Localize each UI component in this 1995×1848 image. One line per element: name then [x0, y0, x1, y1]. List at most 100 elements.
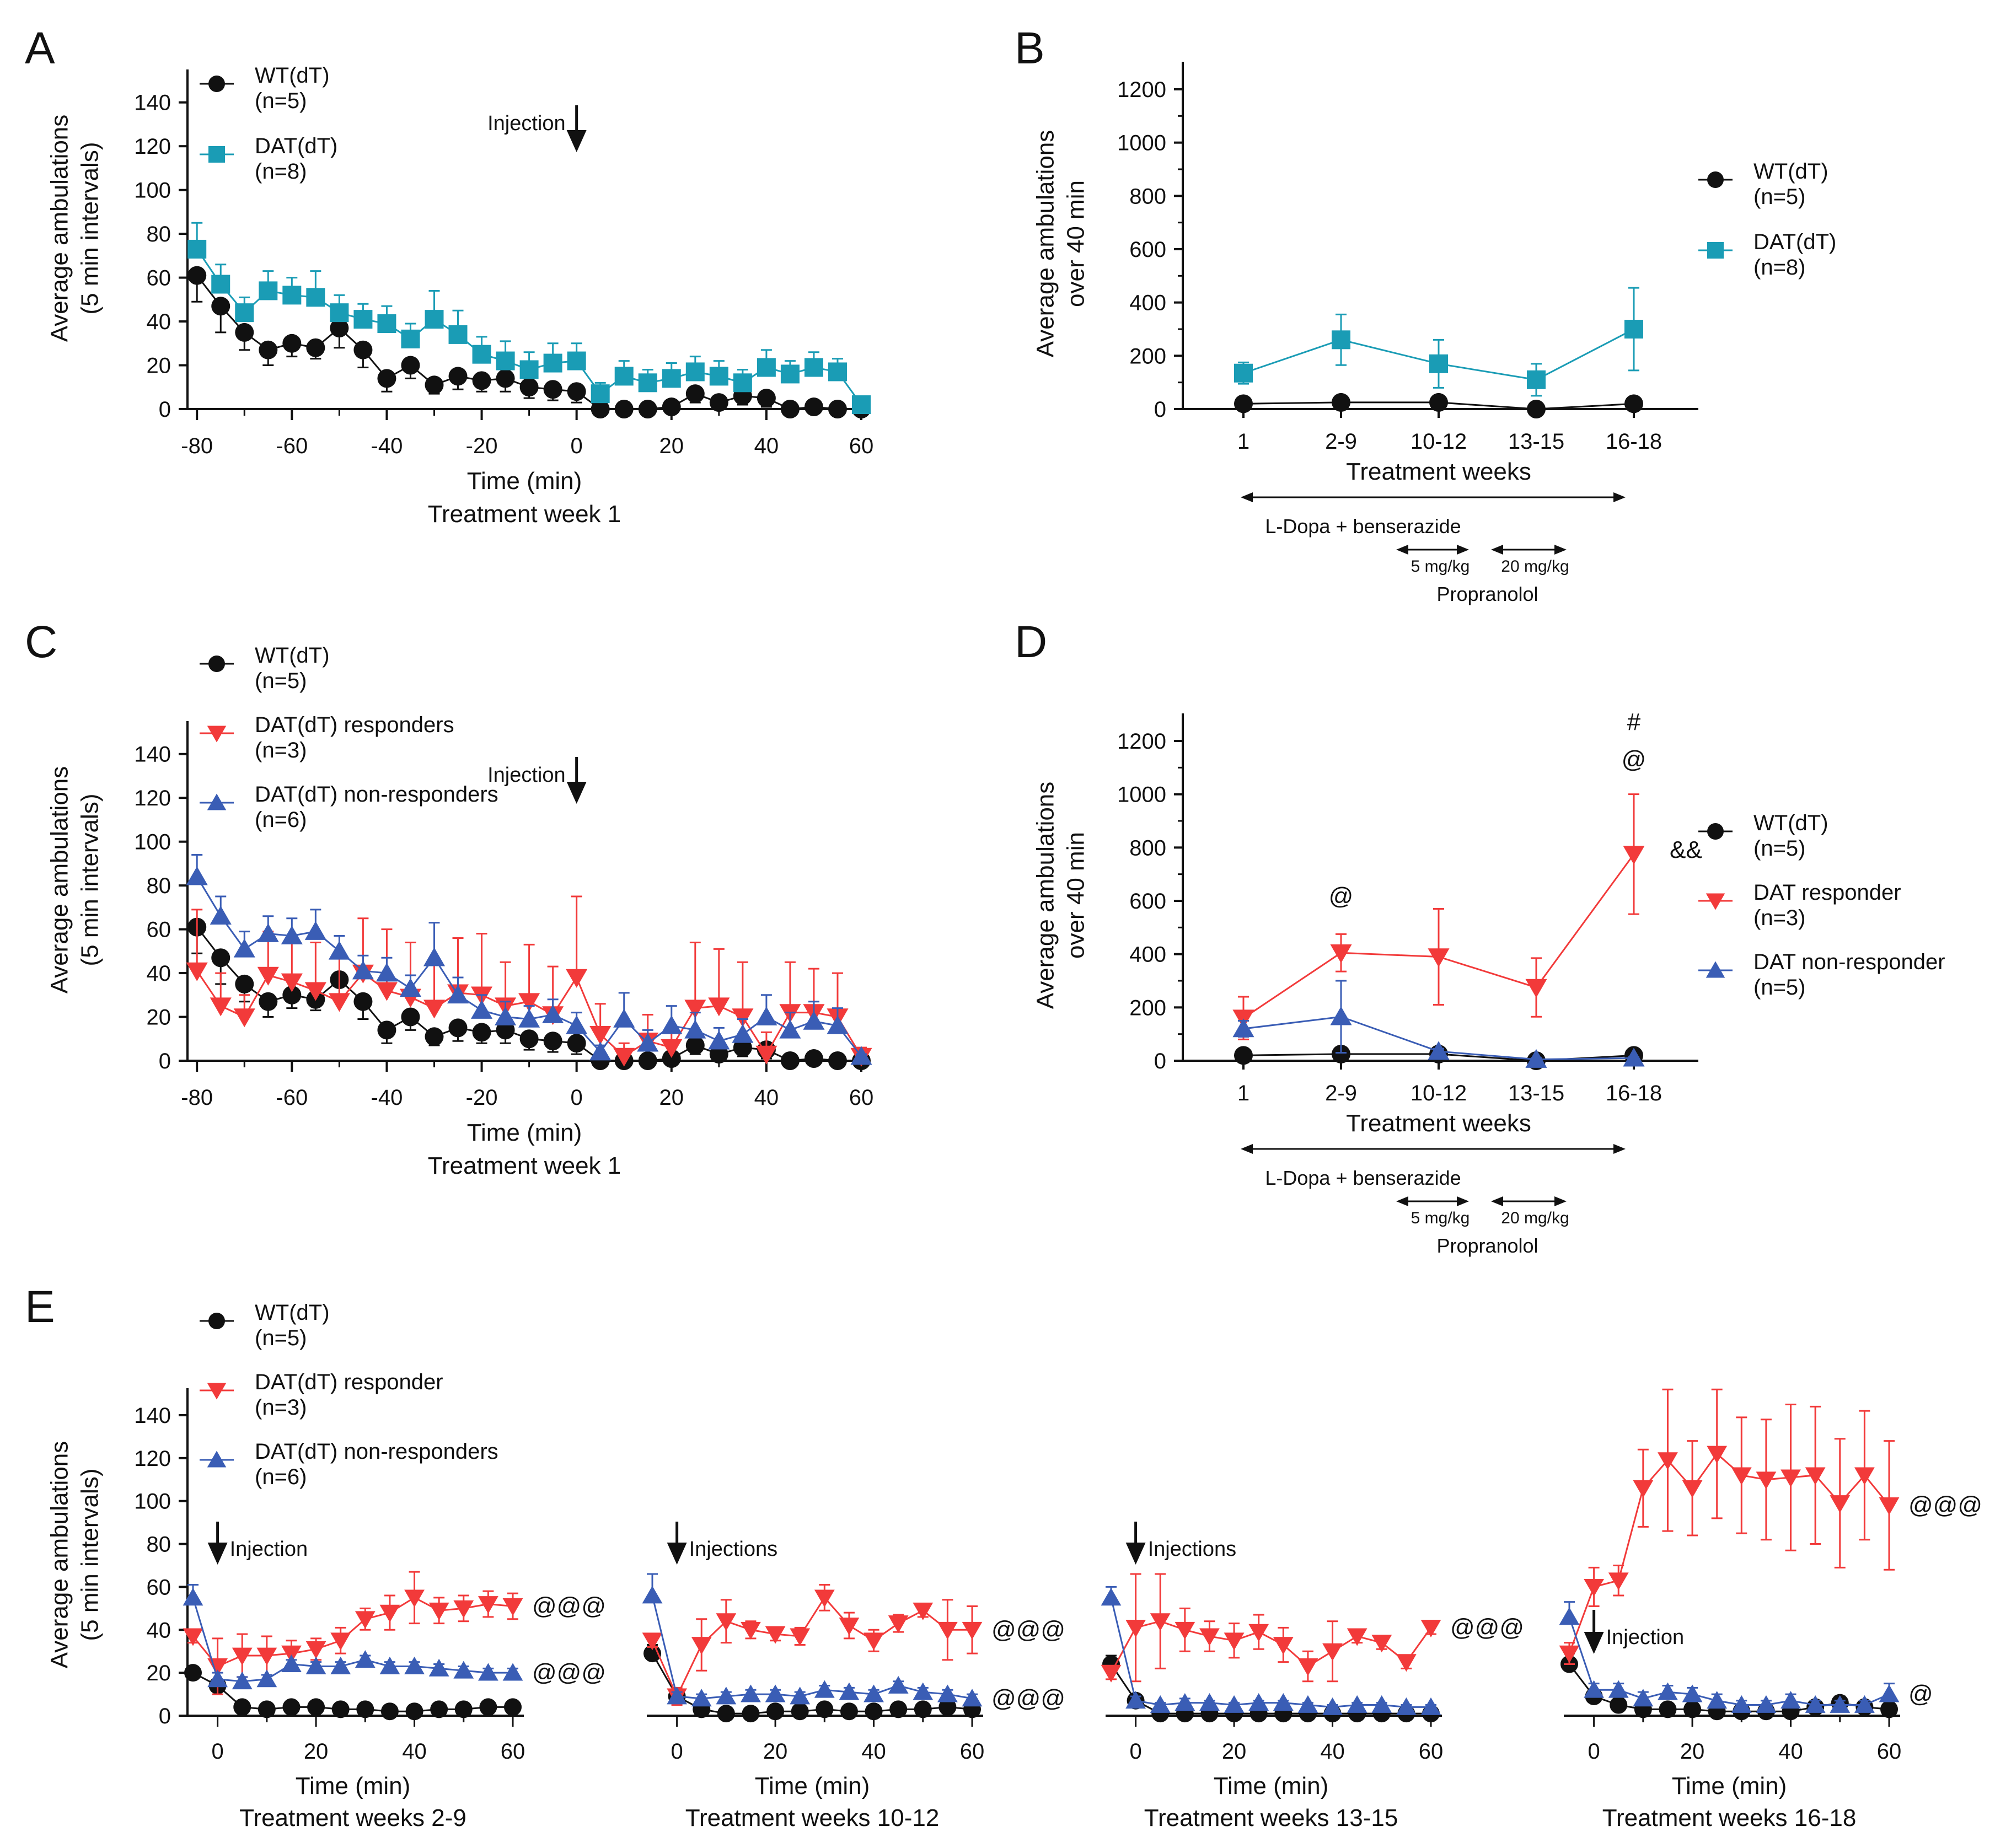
series-0-point [840, 1702, 858, 1721]
series-1-point [478, 1596, 498, 1614]
dose1-arrow-head-left [1396, 545, 1408, 555]
x-axis-label: Time (min) [296, 1772, 411, 1799]
y-tick-label: 1000 [1117, 783, 1166, 807]
series-0-point [353, 992, 373, 1011]
series-0-point [330, 318, 349, 337]
series-1-point [1682, 1480, 1703, 1498]
series-0-point [567, 382, 586, 401]
series-0-point [914, 1700, 932, 1718]
legend-marker [1707, 823, 1724, 840]
series-1-point [567, 351, 586, 370]
series-2-point [716, 1686, 737, 1705]
series-0-point [405, 1702, 423, 1721]
legend-label: WT(dT) [255, 63, 330, 88]
panel-label-b: B [1015, 23, 1045, 73]
legend-n: (n=5) [1753, 185, 1806, 209]
series-1-point [638, 373, 657, 393]
series-1-point [1101, 1664, 1122, 1683]
series-0-point [1234, 1046, 1253, 1065]
series-0-point [662, 397, 681, 417]
injection-arrow-head [207, 1543, 228, 1565]
series-2-point [864, 1684, 884, 1702]
series-0-point [614, 400, 634, 418]
series-1-point [376, 982, 398, 1001]
series-2-point [1633, 1689, 1654, 1707]
series-2-point [542, 1004, 564, 1023]
series-0-point [638, 1051, 657, 1070]
x-tick-label: 10-12 [1411, 429, 1467, 454]
y-tick-label: 60 [147, 1575, 171, 1599]
series-1-point [1756, 1471, 1777, 1490]
ldopa-arrow-head-right [1613, 1144, 1626, 1154]
series-0-point [430, 1700, 448, 1718]
x-tick-label: -40 [371, 434, 403, 458]
injection-arrow-head [566, 130, 587, 152]
series-0-point [377, 1020, 396, 1040]
x-tick-label: 60 [1419, 1739, 1444, 1764]
chart-panel-a: 0 20 40 60 80 100 120 140 -80 -60 -40 -20 0 20 40 60 Tim… [46, 63, 874, 528]
panel-label-c: C [25, 617, 57, 667]
legend-marker [207, 1451, 227, 1468]
series-2-point [1420, 1697, 1441, 1715]
series-0-point [519, 1029, 539, 1049]
series-2-point [613, 1008, 635, 1028]
x-tick-label: 13-15 [1508, 1081, 1564, 1105]
series-1-point [1248, 1624, 1269, 1642]
series-2-point [1830, 1695, 1851, 1713]
legend-label: DAT non-responder [1753, 950, 1945, 974]
series-0-point [567, 1034, 586, 1053]
x-tick-label: 0 [671, 1739, 683, 1764]
series-1-point [828, 362, 847, 382]
dose2-label: 20 mg/kg [1501, 1209, 1569, 1227]
series-2-point [1781, 1691, 1801, 1709]
y-tick-label: 40 [147, 310, 171, 334]
series-0-point [757, 389, 776, 408]
x-tick-label: -60 [276, 1086, 308, 1110]
series-0-point [543, 1032, 562, 1051]
series-1-point [1371, 1635, 1392, 1653]
series-0-point [709, 1045, 728, 1064]
series-1-point [614, 367, 634, 386]
x-tick-label: 40 [754, 434, 779, 458]
series-2-point [661, 1015, 683, 1034]
series-1-point [496, 351, 515, 370]
series-1-point [716, 1613, 737, 1631]
x-axis-label-2: Treatment weeks 16-18 [1602, 1804, 1857, 1831]
series-0-point [307, 1698, 325, 1716]
legend-marker [208, 656, 225, 672]
series-0-point [1610, 1696, 1628, 1714]
series-1-point [1559, 1645, 1580, 1663]
x-tick-label: 60 [960, 1739, 985, 1764]
y-tick-label: 800 [1129, 836, 1166, 860]
series-0-point [780, 1051, 800, 1070]
chart-panel-b: 0 200 400 600 800 1000 1200 1 2-9 10-12 13-15 16-18… [1032, 62, 1836, 605]
series-0-point [591, 400, 610, 418]
series-2-point [741, 1684, 761, 1702]
series-0-point [1332, 393, 1350, 412]
dose2-arrow-head-left [1491, 1196, 1503, 1206]
series-2-point [1623, 1047, 1645, 1067]
x-tick-label: -80 [181, 434, 213, 458]
series-1-point [839, 1618, 860, 1636]
series-0-point [780, 400, 800, 418]
panel-label-a: A [25, 23, 55, 73]
series-0-point [504, 1698, 522, 1716]
series-1-point [913, 1602, 934, 1620]
legend-label: WT(dT) [1753, 811, 1828, 835]
y-tick-label: 1000 [1117, 131, 1166, 155]
series-1-point [306, 288, 325, 307]
series-1-point [502, 1598, 523, 1616]
injection-arrow-head [566, 782, 587, 804]
series-2-point [379, 1656, 400, 1674]
y-axis-label-2: (5 min intervals) [76, 142, 103, 315]
legend-n: (n=3) [255, 738, 307, 762]
series-2-point [257, 923, 279, 942]
y-tick-label: 800 [1129, 184, 1166, 208]
series-2-point [352, 960, 374, 980]
series-0-point [766, 1702, 785, 1721]
series-1-point [1781, 1469, 1801, 1487]
sig-blue: @@@ [532, 1659, 606, 1686]
legend-n: (n=5) [1753, 836, 1806, 861]
series-1-point [685, 362, 705, 382]
series-2-point [399, 978, 422, 997]
